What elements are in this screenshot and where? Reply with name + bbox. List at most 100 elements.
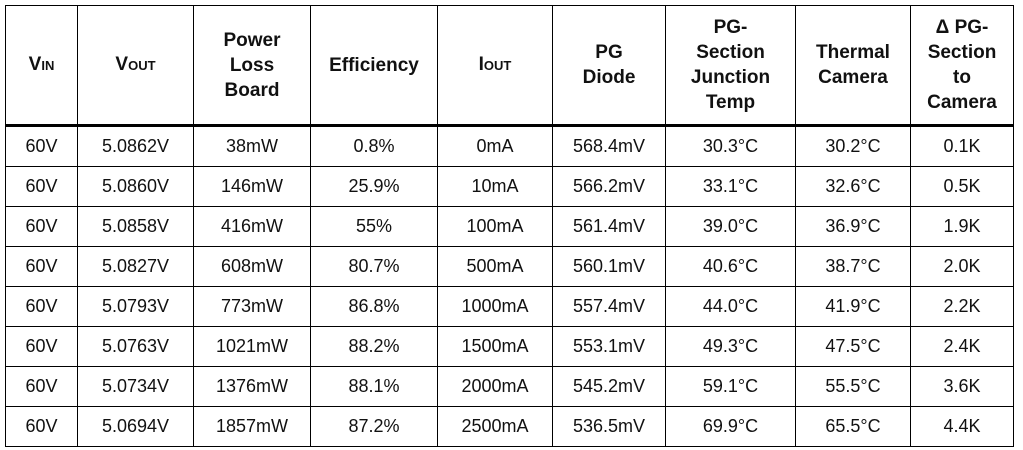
table-cell: 10mA xyxy=(437,166,553,207)
header-cell: VIN xyxy=(5,5,78,127)
header-cell: VOUT xyxy=(77,5,194,127)
table-cell: 60V xyxy=(5,406,78,447)
header-line: Power xyxy=(223,29,281,51)
table-cell: 38mW xyxy=(193,125,311,167)
table-cell: 60V xyxy=(5,286,78,327)
table-cell: 1.9K xyxy=(910,206,1014,247)
table-cell: 0.1K xyxy=(910,125,1014,167)
table-cell: 69.9°C xyxy=(665,406,796,447)
table-cell: 536.5mV xyxy=(552,406,666,447)
header-cell: PG- Section Junction Temp xyxy=(665,5,796,127)
table-body: 60V 5.0862V 38mW 0.8% 0mA 568.4mV 30.3°C 30.2°C… xyxy=(5,125,1014,447)
table-row: 60V 5.0862V 38mW 0.8% 0mA 568.4mV 30.3°C 30.2°C… xyxy=(5,125,1014,167)
table-row: 60V 5.0734V 1376mW 88.1% 2000mA 545.2mV 59.1°C… xyxy=(5,366,1014,407)
table-row: 60V 5.0793V 773mW 86.8% 1000mA 557.4mV 44.0°C 4… xyxy=(5,286,1014,327)
table-cell: 416mW xyxy=(193,206,311,247)
table-cell: 59.1°C xyxy=(665,366,796,407)
table-cell: 0mA xyxy=(437,125,553,167)
table-cell: 2.2K xyxy=(910,286,1014,327)
header-row: VIN VOUT Power Loss Board Efficiency IOUT PG Dio… xyxy=(5,5,1014,127)
header-cell: Δ PG- Section to Camera xyxy=(910,5,1014,127)
table-cell: 5.0734V xyxy=(77,366,194,407)
table-cell: 55% xyxy=(310,206,438,247)
table-cell: 2500mA xyxy=(437,406,553,447)
table-cell: 557.4mV xyxy=(552,286,666,327)
table-cell: 0.5K xyxy=(910,166,1014,207)
header-subscript: IN xyxy=(41,58,55,73)
table-row: 60V 5.0858V 416mW 55% 100mA 561.4mV 39.0°C 36.9… xyxy=(5,206,1014,247)
table-cell: 3.6K xyxy=(910,366,1014,407)
header-cell: Power Loss Board xyxy=(193,5,311,127)
table-cell: 60V xyxy=(5,366,78,407)
table-cell: 80.7% xyxy=(310,246,438,287)
header-line: Section xyxy=(927,42,997,63)
table-cell: 4.4K xyxy=(910,406,1014,447)
table-cell: 2.4K xyxy=(910,326,1014,367)
header-line: Temp xyxy=(705,92,756,113)
table-cell: 60V xyxy=(5,206,78,247)
table-cell: 33.1°C xyxy=(665,166,796,207)
table-cell: 2.0K xyxy=(910,246,1014,287)
header-line: to xyxy=(953,67,971,88)
table-cell: 1376mW xyxy=(193,366,311,407)
header-line: Loss xyxy=(229,54,275,76)
table-cell: 86.8% xyxy=(310,286,438,327)
table-cell: 38.7°C xyxy=(795,246,911,287)
table-cell: 561.4mV xyxy=(552,206,666,247)
header-line: Camera xyxy=(927,92,997,113)
table-cell: 60V xyxy=(5,125,78,167)
table-cell: 87.2% xyxy=(310,406,438,447)
table-cell: 5.0827V xyxy=(77,246,194,287)
header-line: PG- xyxy=(713,17,748,38)
table-cell: 773mW xyxy=(193,286,311,327)
table-cell: 88.2% xyxy=(310,326,438,367)
table-cell: 88.1% xyxy=(310,366,438,407)
table-cell: 146mW xyxy=(193,166,311,207)
table-cell: 25.9% xyxy=(310,166,438,207)
table-cell: 5.0763V xyxy=(77,326,194,367)
table-cell: 545.2mV xyxy=(552,366,666,407)
table-cell: 5.0862V xyxy=(77,125,194,167)
table-cell: 60V xyxy=(5,166,78,207)
table-cell: 65.5°C xyxy=(795,406,911,447)
header-symbol: V xyxy=(28,54,42,75)
header-line: Camera xyxy=(818,67,888,88)
table-cell: 566.2mV xyxy=(552,166,666,207)
table-cell: 47.5°C xyxy=(795,326,911,367)
table-cell: 1021mW xyxy=(193,326,311,367)
table-cell: 30.2°C xyxy=(795,125,911,167)
table-cell: 5.0858V xyxy=(77,206,194,247)
table-cell: 0.8% xyxy=(310,125,438,167)
header-line: Δ PG- xyxy=(935,17,989,38)
table-cell: 5.0860V xyxy=(77,166,194,207)
table-cell: 32.6°C xyxy=(795,166,911,207)
table-cell: 40.6°C xyxy=(665,246,796,287)
table-cell: 49.3°C xyxy=(665,326,796,367)
table-row: 60V 5.0763V 1021mW 88.2% 1500mA 553.1mV 49.3°C… xyxy=(5,326,1014,367)
header-cell: Efficiency xyxy=(310,5,438,127)
table-cell: 1857mW xyxy=(193,406,311,447)
table-cell: 568.4mV xyxy=(552,125,666,167)
header-subscript: OUT xyxy=(483,58,512,73)
table-cell: 560.1mV xyxy=(552,246,666,287)
table-cell: 36.9°C xyxy=(795,206,911,247)
table-cell: 60V xyxy=(5,326,78,367)
header-line: Section xyxy=(696,42,765,63)
table-cell: 55.5°C xyxy=(795,366,911,407)
table-row: 60V 5.0694V 1857mW 87.2% 2500mA 536.5mV 69.9°C… xyxy=(5,406,1014,447)
table-cell: 1000mA xyxy=(437,286,553,327)
table-cell: 5.0793V xyxy=(77,286,194,327)
header-line: PG xyxy=(595,42,623,63)
table-cell: 553.1mV xyxy=(552,326,666,367)
header-line: Junction xyxy=(690,67,771,88)
table-cell: 41.9°C xyxy=(795,286,911,327)
header-line: Diode xyxy=(582,67,636,88)
header-symbol: I xyxy=(478,54,484,75)
header-cell: Thermal Camera xyxy=(795,5,911,127)
header-symbol: V xyxy=(115,54,129,75)
header-line: Thermal xyxy=(816,42,890,63)
table-cell: 30.3°C xyxy=(665,125,796,167)
table-cell: 5.0694V xyxy=(77,406,194,447)
header-line: Board xyxy=(224,79,280,101)
